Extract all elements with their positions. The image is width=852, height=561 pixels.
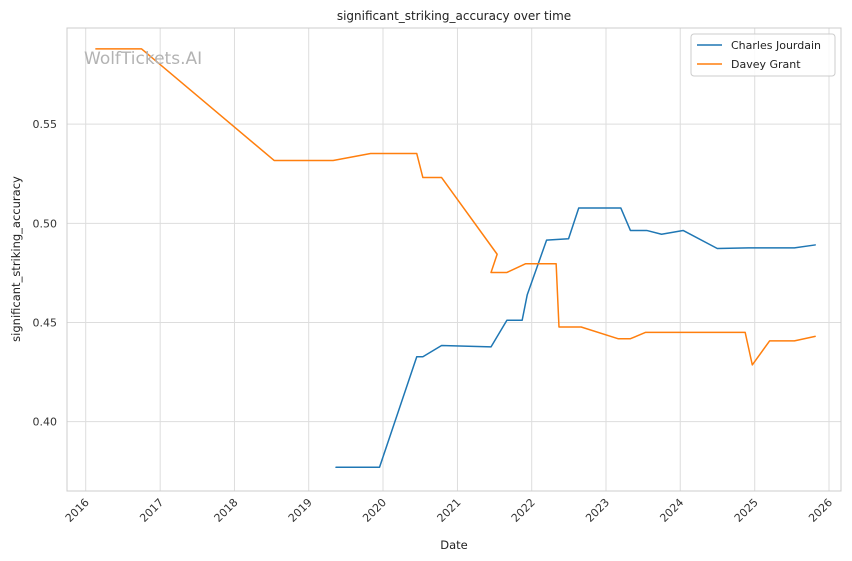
watermark: WolfTickets.AI: [84, 49, 202, 69]
plot-frame: [66, 27, 842, 492]
y-tick-label: 0.50: [33, 217, 58, 230]
series-line-charles-jourdain: [335, 207, 816, 468]
legend-box: [690, 33, 836, 77]
x-axis-label: Date: [440, 538, 468, 552]
y-axis-label: significant_striking_accuracy: [9, 176, 23, 342]
y-tick-labels: 0.40 0.45 0.50 0.55: [33, 118, 58, 428]
y-tick-label: 0.55: [33, 118, 58, 131]
legend: Charles Jourdain Davey Grant: [690, 33, 836, 77]
legend-label-davey-grant: Davey Grant: [731, 58, 801, 71]
legend-label-charles-jourdain: Charles Jourdain: [731, 39, 821, 52]
y-tick-label: 0.40: [33, 416, 58, 429]
y-tick-label: 0.45: [33, 316, 58, 329]
series-lines: [95, 48, 816, 468]
chart-title: significant_striking_accuracy over time: [337, 9, 571, 23]
series-line-davey-grant: [95, 48, 816, 366]
gridlines: [67, 28, 841, 491]
